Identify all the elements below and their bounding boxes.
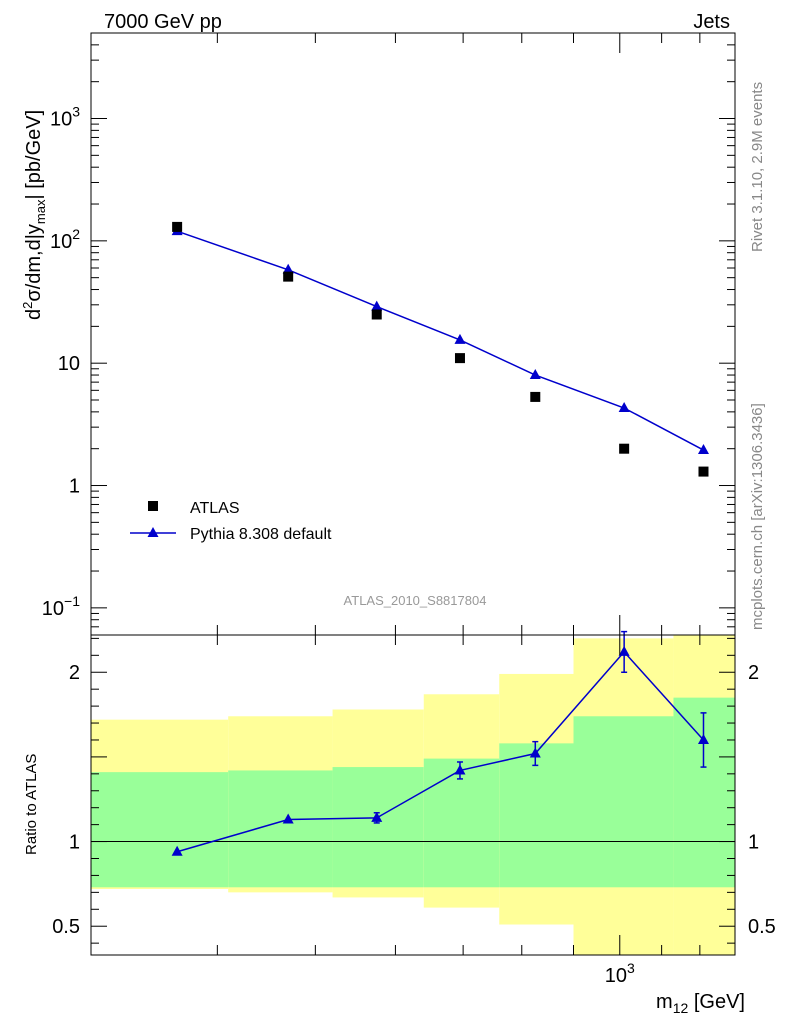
mc-point xyxy=(282,263,294,274)
atlas-point xyxy=(283,271,294,282)
mc-point xyxy=(618,402,630,413)
y-tick-label: 10−1 xyxy=(42,593,80,620)
x-axis-ticks: 103 xyxy=(90,33,736,987)
y-tick-label: 103 xyxy=(50,104,80,131)
legend-atlas-marker xyxy=(148,501,158,511)
atlas-point xyxy=(530,391,541,402)
atlas-point xyxy=(172,221,183,232)
ratio-y-axis-label: Ratio to ATLAS xyxy=(23,754,40,855)
legend: ATLAS Pythia 8.308 default xyxy=(130,500,332,543)
ratio-y-ticks: 0.5 0.5 1 1 2 2 xyxy=(52,637,776,944)
ratio-plot-panel: 0.5 0.5 1 1 2 2 xyxy=(52,630,776,956)
inner-band-bin xyxy=(228,770,333,888)
ratio-uncertainty-bands xyxy=(91,635,735,955)
mc-point xyxy=(454,333,466,344)
inner-band-bin xyxy=(499,743,574,888)
ratio-point xyxy=(371,811,383,822)
x-tick-label: 103 xyxy=(605,960,635,987)
main-plot-panel: 10−1 1 10 102 103 xyxy=(42,32,736,636)
inner-band-bin xyxy=(423,758,500,888)
main-series xyxy=(171,221,709,477)
y-tick-label: 1 xyxy=(69,476,80,498)
legend-mc-marker xyxy=(147,527,159,537)
legend-atlas-label: ATLAS xyxy=(190,500,240,517)
ratio-series xyxy=(171,630,709,856)
y-tick-label: 102 xyxy=(50,226,80,253)
ratio-point xyxy=(618,645,630,656)
ratio-tick-label: 0.5 xyxy=(52,916,80,938)
ratio-point xyxy=(529,747,541,758)
mc-point xyxy=(697,444,709,455)
main-y-axis-label: d2σ/dm,d|ymax| [pb/GeV] xyxy=(20,110,48,320)
inner-band-bin xyxy=(91,772,229,888)
mc-point xyxy=(529,369,541,380)
ratio-point xyxy=(697,733,709,744)
main-y-ticks: 10−1 1 10 102 103 xyxy=(42,32,735,636)
atlas-point xyxy=(371,309,382,320)
ratio-point xyxy=(282,813,294,824)
ratio-tick-label-right: 1 xyxy=(748,832,759,854)
ratio-tick-label: 1 xyxy=(69,832,80,854)
inner-band-bin xyxy=(332,767,424,888)
y-tick-label: 10 xyxy=(58,353,80,375)
beam-label: 7000 GeV pp xyxy=(104,11,222,33)
x-axis-label: m12 [GeV] xyxy=(656,991,745,1016)
ratio-point xyxy=(171,845,183,856)
atlas-point xyxy=(698,466,709,477)
rivet-info: Rivet 3.1.10, 2.9M events xyxy=(749,82,766,252)
atlas-point xyxy=(454,353,465,364)
atlas-point xyxy=(619,443,630,454)
analysis-label: ATLAS_2010_S8817804 xyxy=(344,593,487,608)
ratio-tick-label: 2 xyxy=(69,662,80,684)
inner-band-bin xyxy=(573,716,674,888)
ratio-tick-label-right: 2 xyxy=(748,662,759,684)
ratio-point xyxy=(454,764,466,775)
mcplots-info: mcplots.cern.ch [arXiv:1306.3436] xyxy=(749,403,766,630)
process-label: Jets xyxy=(693,11,730,33)
legend-mc-label: Pythia 8.308 default xyxy=(190,526,332,543)
ratio-tick-label-right: 0.5 xyxy=(748,916,776,938)
mc-point xyxy=(371,300,383,311)
